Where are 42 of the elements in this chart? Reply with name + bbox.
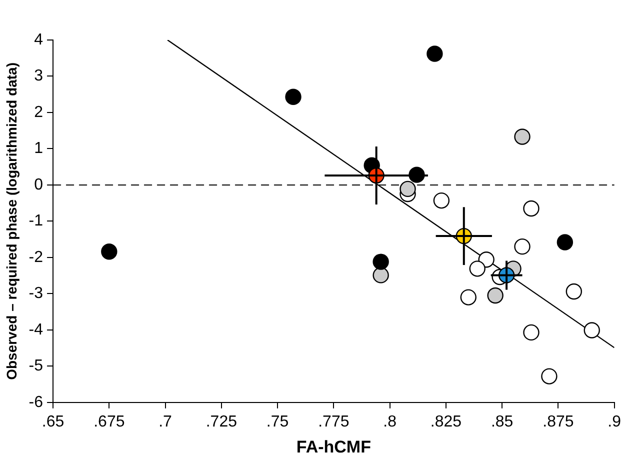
- y-tick-label: 4: [34, 31, 44, 48]
- point: [514, 238, 530, 255]
- point: [523, 200, 540, 217]
- y-axis-title: Observed – required phase (logarithmized data): [3, 62, 20, 380]
- y-tick-label: -4: [28, 321, 44, 338]
- point: [523, 324, 540, 341]
- point: [285, 88, 302, 105]
- point: [372, 254, 389, 270]
- y-tick-label: 3: [34, 68, 44, 85]
- point: [426, 46, 443, 62]
- x-tick-label: .725: [206, 413, 238, 430]
- x-tick-label: .8: [383, 413, 397, 430]
- x-tick-label: .775: [318, 413, 350, 430]
- y-tick-label: 1: [34, 140, 44, 158]
- point: [460, 289, 476, 306]
- point: [372, 267, 389, 284]
- x-axis-title: FA-hCMF: [296, 437, 371, 456]
- point: [584, 322, 600, 338]
- x-tick-label: .675: [94, 413, 125, 430]
- x-tick-label: .7: [158, 413, 172, 430]
- y-tick-label: -2: [28, 248, 44, 266]
- y-tick-label: 2: [34, 104, 44, 121]
- y-tick-label: -5: [28, 358, 44, 375]
- x-tick-label: .65: [42, 413, 64, 430]
- y-tick-label: -3: [28, 285, 44, 302]
- x-tick-label: .825: [430, 413, 462, 430]
- x-tick-label: .85: [490, 413, 514, 430]
- point: [400, 180, 416, 198]
- point: [469, 260, 486, 277]
- y-tick-label: 0: [34, 176, 44, 194]
- y-tick-label: -6: [28, 394, 44, 411]
- x-tick-label: .75: [266, 413, 289, 430]
- point: [487, 287, 504, 304]
- point: [556, 234, 574, 250]
- point: [541, 368, 558, 384]
- point: [566, 283, 582, 300]
- point: [101, 244, 118, 260]
- x-tick-label: .875: [542, 413, 574, 430]
- x-tick-label: .9: [608, 413, 622, 430]
- point: [433, 192, 450, 209]
- y-tick-label: -1: [28, 212, 44, 230]
- point: [514, 128, 530, 145]
